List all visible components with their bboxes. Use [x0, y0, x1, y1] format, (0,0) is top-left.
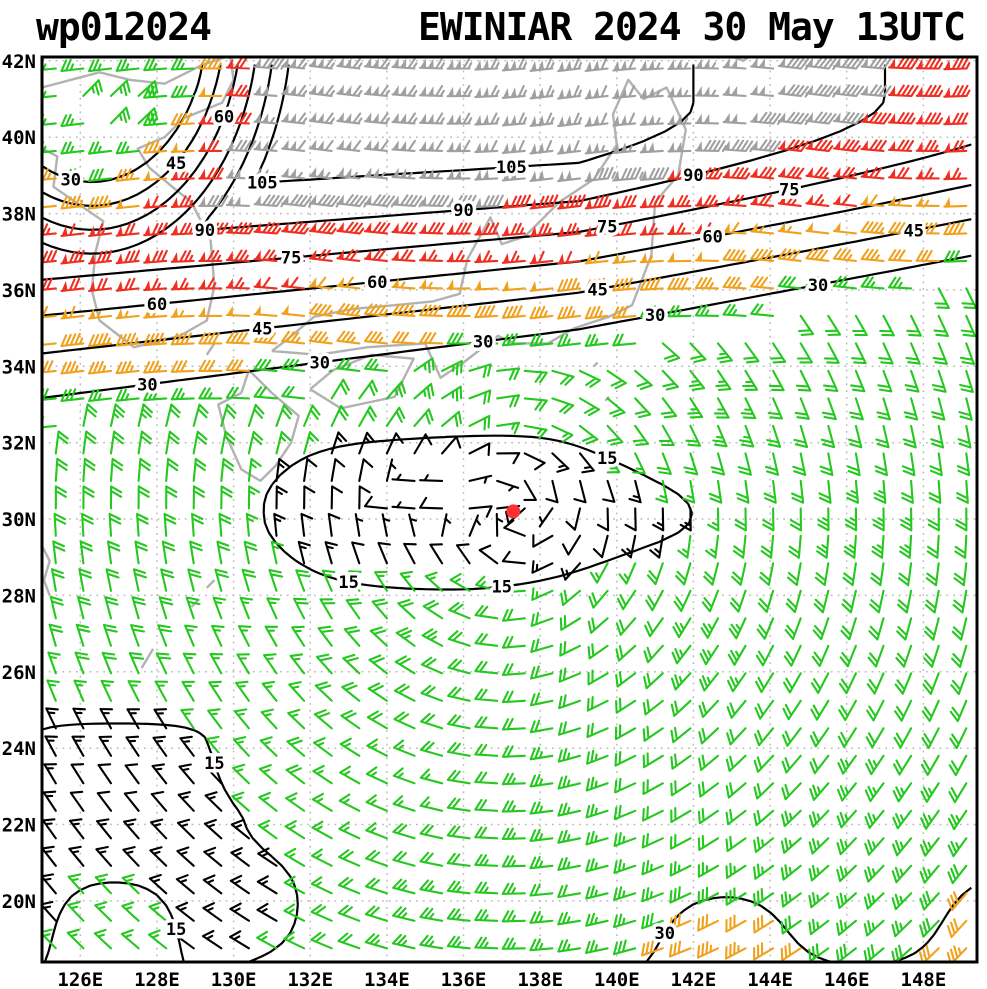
- contour-label: 30: [60, 170, 80, 190]
- lat-tick-label: 26N: [2, 662, 36, 684]
- contour-label: 30: [310, 353, 330, 373]
- lat-tick-label: 24N: [2, 738, 36, 760]
- title-bar: wp012024 EWINIAR 2024 30 May 13UTC: [0, 0, 987, 54]
- lon-tick-label: 138E: [517, 969, 563, 989]
- contour-label: 30: [654, 924, 674, 944]
- contour-label: 90: [683, 166, 703, 186]
- contour-label: 90: [195, 221, 215, 241]
- contour-label: 30: [473, 333, 493, 353]
- isotach-contour-60: [42, 64, 972, 317]
- contour-label: 60: [147, 295, 167, 315]
- lat-tick-label: 34N: [2, 356, 36, 378]
- lon-tick-label: 142E: [671, 969, 717, 989]
- contour-label: 30: [808, 276, 828, 296]
- contour-label: 30: [645, 306, 665, 326]
- wind-barbs: [42, 57, 971, 293]
- lat-tick-label: 32N: [2, 433, 36, 455]
- lat-tick-label: 22N: [2, 815, 36, 837]
- contour-label: 60: [367, 273, 387, 293]
- isotach-contour-105: [258, 64, 695, 184]
- contour-label: 15: [597, 449, 617, 469]
- wind-barb-pennants: [199, 57, 868, 208]
- lon-tick-label: 130E: [211, 969, 257, 989]
- wind-barbs: [42, 57, 977, 962]
- storm-id-label: wp012024: [36, 5, 212, 49]
- contour-label: 75: [597, 218, 617, 238]
- contour-label: 60: [214, 107, 234, 127]
- lon-tick-label: 134E: [364, 969, 410, 989]
- contour-label: 30: [137, 376, 157, 396]
- contour-label-layer: 15 15 15 15 15 30 30 30 30 30 30 30 45 45 45 45 60 60 60 60…: [57, 104, 928, 948]
- contour-label: 105: [496, 158, 527, 178]
- lat-tick-label: 30N: [2, 509, 36, 531]
- contour-label: 75: [779, 181, 799, 201]
- contour-label: 15: [166, 920, 186, 940]
- contour-label: 15: [492, 578, 512, 598]
- map-frame: [40, 55, 979, 964]
- wind-barbs: [42, 57, 968, 962]
- lon-tick-label: 132E: [287, 969, 333, 989]
- lat-tick-label: 28N: [2, 585, 36, 607]
- lat-tick-label: 42N: [2, 51, 36, 73]
- storm-center-marker: [506, 504, 521, 519]
- lat-tick-label: 36N: [2, 280, 36, 302]
- wind-barbs: [42, 431, 692, 950]
- contour-label: 45: [587, 280, 607, 300]
- lat-tick-label: 40N: [2, 127, 36, 149]
- marker-layer: [506, 504, 521, 519]
- contour-label: 15: [338, 573, 358, 593]
- contour-label: 45: [252, 320, 272, 340]
- wind-barb-layer: [42, 57, 977, 962]
- lon-tick-label: 146E: [824, 969, 870, 989]
- lon-tick-label: 144E: [747, 969, 793, 989]
- lat-tick-label: 20N: [2, 891, 36, 913]
- contour-label: 45: [904, 221, 924, 241]
- contour-label: 45: [166, 154, 186, 174]
- lon-tick-label: 126E: [57, 969, 103, 989]
- lon-tick-label: 136E: [441, 969, 487, 989]
- axes-layer: 20N 22N 24N 26N 28N 30N 32N 34N 36N 38N 40N 42N 126E…: [2, 51, 979, 989]
- contour-label: 90: [453, 201, 473, 221]
- lon-tick-label: 140E: [594, 969, 640, 989]
- storm-title-label: EWINIAR 2024 30 May 13UTC: [418, 5, 966, 49]
- lat-tick-label: 38N: [2, 204, 36, 226]
- contour-label: 75: [281, 249, 301, 269]
- lon-tick-label: 128E: [134, 969, 180, 989]
- lon-tick-label: 148E: [901, 969, 947, 989]
- contour-label: 105: [247, 173, 278, 193]
- contour-label: 15: [204, 754, 224, 774]
- contour-label: 60: [702, 228, 722, 248]
